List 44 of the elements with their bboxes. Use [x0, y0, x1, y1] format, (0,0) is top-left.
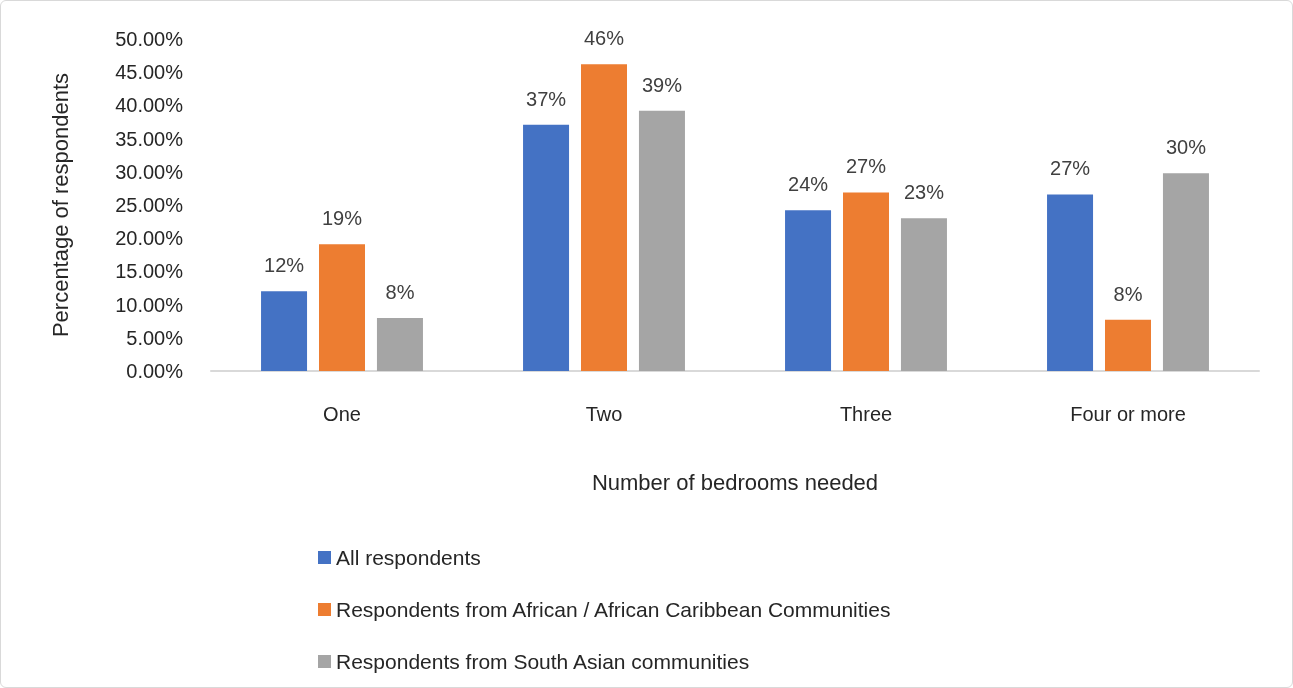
data-label: 8% [385, 280, 415, 303]
x-tick-label: Two [585, 403, 623, 425]
data-label: 30% [1165, 136, 1207, 159]
y-tick-label: 15.00% [115, 260, 184, 283]
bar [900, 218, 947, 371]
y-tick-label: 40.00% [115, 94, 184, 117]
data-label: 46% [583, 27, 625, 50]
bar [319, 244, 365, 371]
legend-label: All respondents [336, 546, 481, 569]
bar [1162, 173, 1209, 371]
data-label: 12% [264, 254, 305, 277]
bar [261, 291, 308, 371]
legend-label: Respondents from South Asian communities [336, 650, 750, 673]
x-tick-label: Three [839, 403, 893, 425]
bar [843, 192, 889, 371]
data-label: 23% [903, 181, 945, 204]
data-label: 8% [1113, 282, 1143, 305]
y-tick-label: 50.00% [115, 28, 184, 50]
data-label: 27% [1050, 157, 1091, 180]
y-tick-label: 30.00% [115, 160, 184, 183]
y-tick-label: 45.00% [115, 61, 184, 84]
y-tick-label: 25.00% [115, 194, 184, 216]
data-label: 39% [641, 73, 683, 96]
bar [785, 210, 832, 371]
data-label: 27% [845, 155, 887, 178]
y-tick-label: 10.00% [115, 293, 184, 316]
y-axis-title: Percentage of respondents [47, 72, 73, 338]
y-tick-label: 20.00% [115, 227, 184, 250]
bar [523, 124, 570, 371]
data-label: 19% [321, 207, 363, 230]
y-tick-label: 5.00% [126, 326, 184, 349]
data-label: 24% [788, 173, 829, 196]
bar [1047, 194, 1094, 371]
bar [1105, 319, 1151, 371]
data-label: 37% [526, 87, 567, 110]
bar [376, 317, 423, 371]
x-axis-title: Number of bedrooms needed [591, 469, 879, 495]
x-tick-label: One [323, 403, 361, 425]
bar [581, 64, 627, 371]
y-tick-label: 35.00% [115, 127, 184, 150]
x-tick-label: Four or more [1070, 403, 1186, 425]
y-tick-label: 0.00% [126, 360, 184, 382]
legend-label: Respondents from African / African Caribbean Communities [336, 598, 891, 621]
bar [638, 110, 685, 371]
